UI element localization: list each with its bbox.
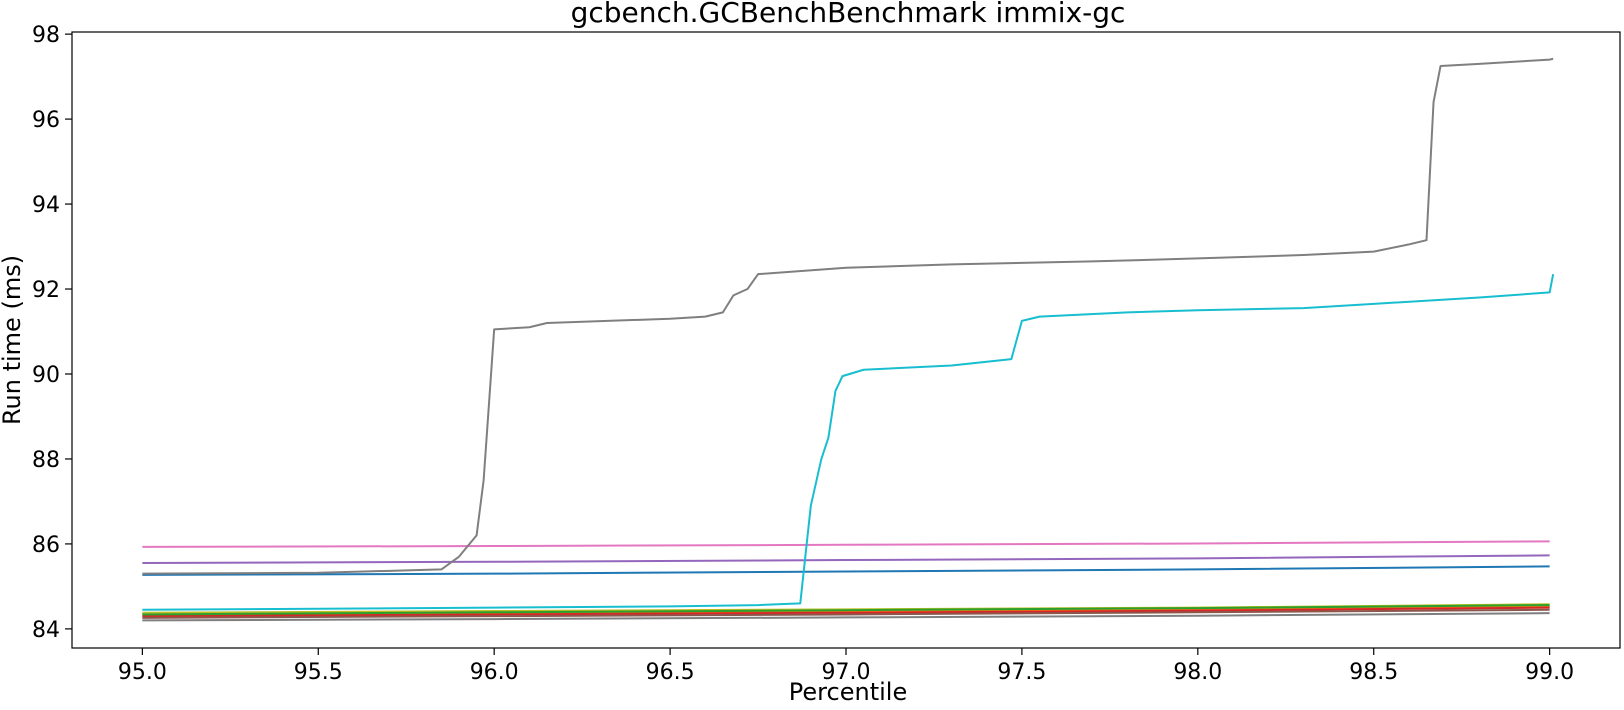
- x-tick-label: 98.5: [1349, 660, 1398, 685]
- x-tick-label: 97.5: [997, 660, 1046, 685]
- x-tick-label: 96.5: [646, 660, 695, 685]
- y-tick-label: 86: [32, 533, 60, 558]
- y-tick-label: 90: [32, 363, 60, 388]
- series-line-7: [142, 565, 1550, 576]
- series-line-8: [142, 540, 1550, 548]
- x-axis-label: Percentile: [789, 678, 907, 706]
- series-line-3: [142, 606, 1550, 618]
- x-tick-label: 95.5: [294, 660, 343, 685]
- series-line-5: [142, 608, 1550, 619]
- y-axis-label: Run time (ms): [0, 255, 26, 425]
- series-layer: [142, 57, 1555, 622]
- x-tick-label: 98.0: [1173, 660, 1222, 685]
- chart-title: gcbench.GCBenchBenchmark immix-gc: [571, 0, 1126, 29]
- series-line-4: [142, 604, 1550, 616]
- x-tick-label: 95.0: [118, 660, 167, 685]
- series-line-11: [142, 57, 1554, 575]
- x-tick-label: 99.0: [1525, 660, 1574, 685]
- x-tick-label: 97.0: [822, 660, 871, 685]
- x-tick-label: 96.0: [470, 660, 519, 685]
- plot-frame: [71, 31, 1621, 649]
- series-line-6: [142, 554, 1550, 565]
- y-tick-label: 96: [32, 108, 60, 133]
- y-tick-label: 98: [32, 23, 60, 48]
- y-tick-label: 94: [32, 193, 60, 218]
- series-line-10: [142, 273, 1555, 611]
- y-tick-label: 84: [32, 618, 60, 643]
- axis-layer: 95.0 95.5 96.0 96.5 97.0 97.5 98.0 98.5 99.0 84 86…: [32, 23, 1574, 685]
- y-tick-label: 92: [32, 278, 60, 303]
- series-line-9: [142, 612, 1550, 622]
- y-tick-label: 88: [32, 448, 60, 473]
